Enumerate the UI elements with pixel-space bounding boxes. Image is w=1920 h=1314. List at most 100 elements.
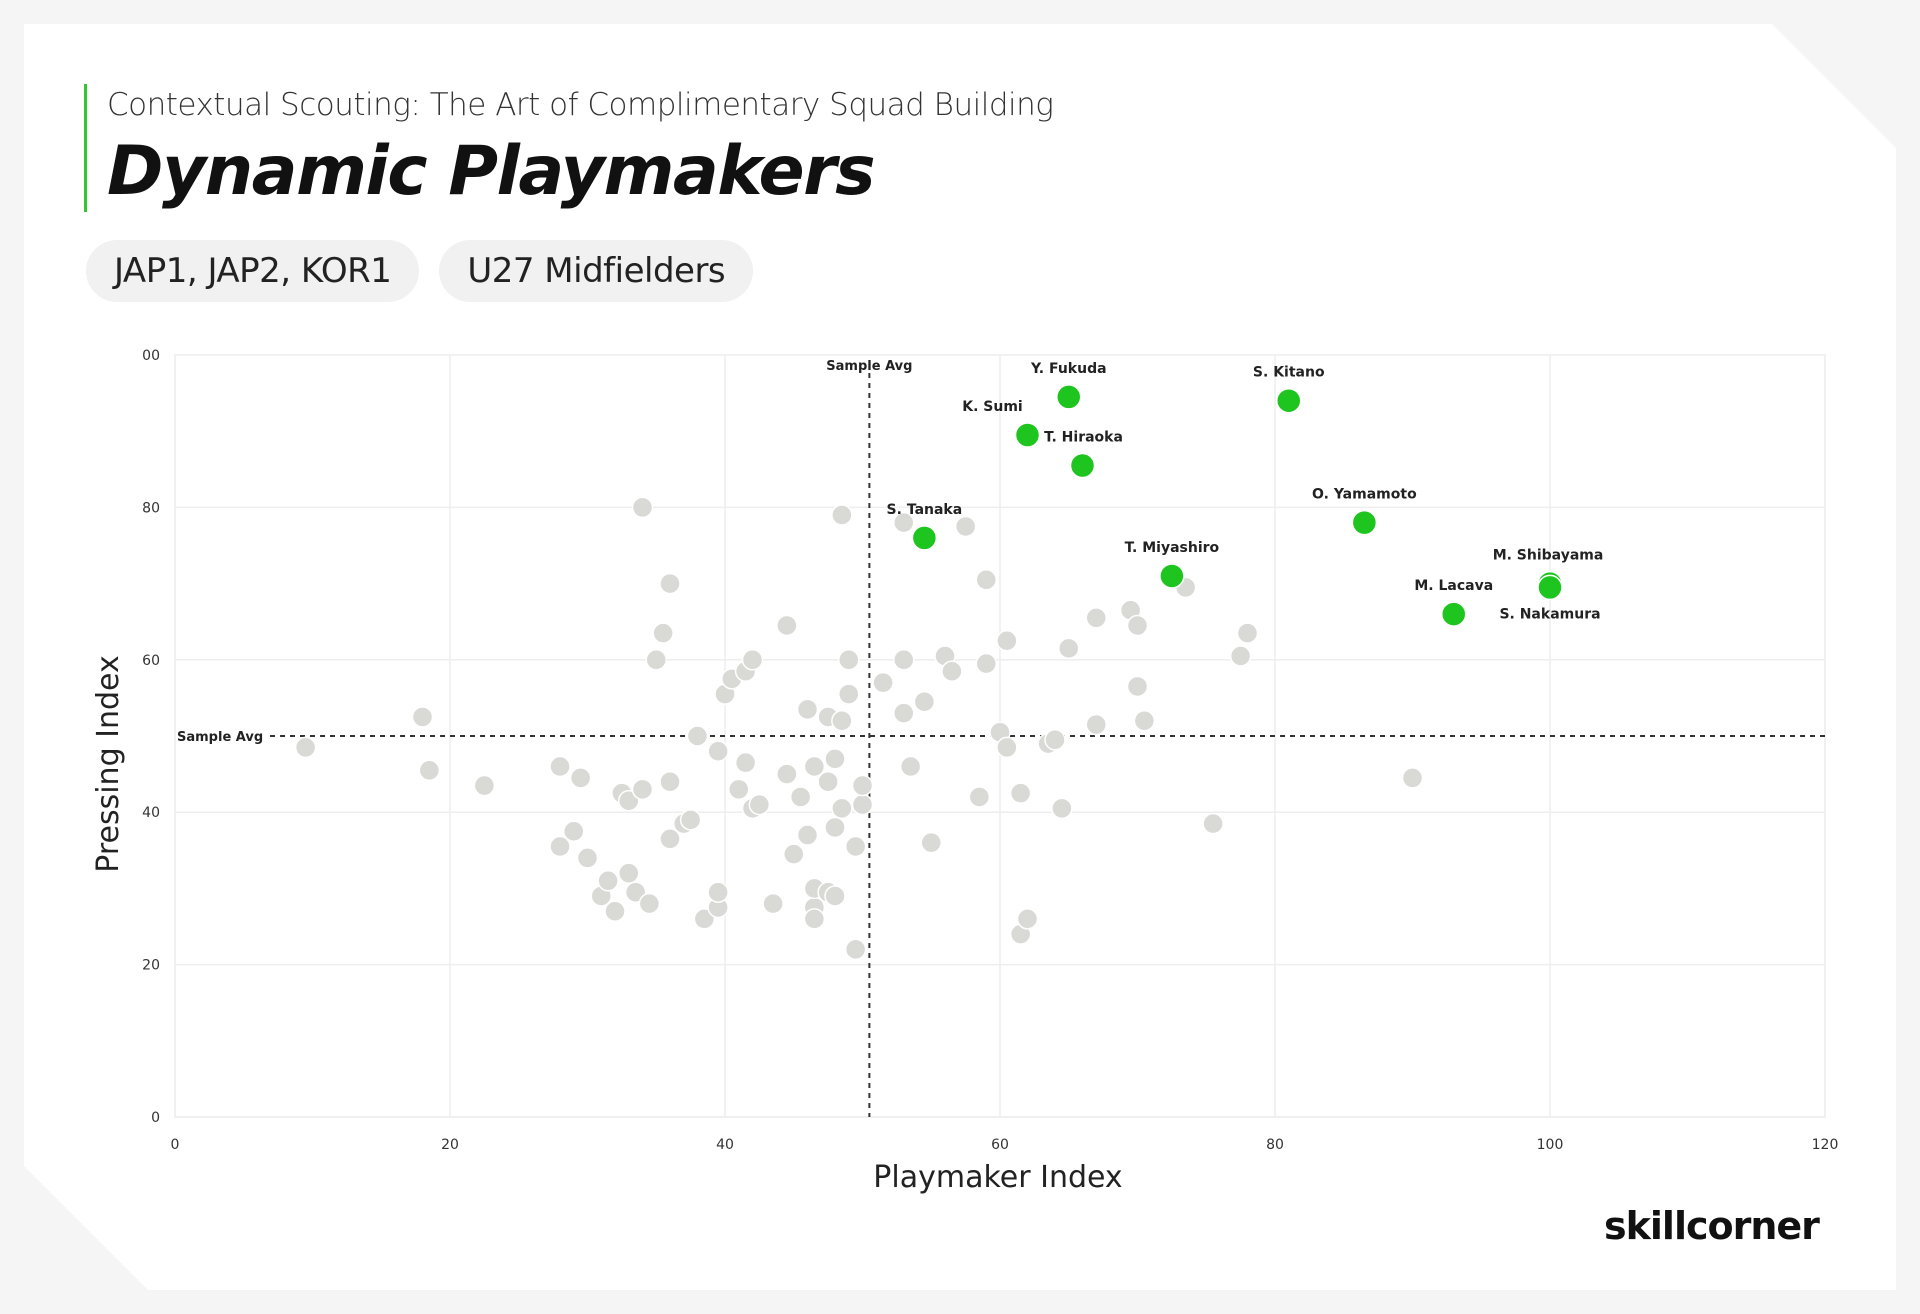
player-point[interactable] <box>1126 614 1149 637</box>
player-point[interactable] <box>776 763 798 785</box>
player-point[interactable] <box>1085 713 1107 736</box>
player-point[interactable] <box>941 660 963 682</box>
player-point[interactable] <box>631 778 654 801</box>
highlighted-player-point[interactable] <box>1537 574 1563 601</box>
highlighted-player-point[interactable] <box>1159 563 1185 589</box>
player-point[interactable] <box>707 740 729 762</box>
player-point[interactable] <box>473 774 496 797</box>
player-point[interactable] <box>659 770 681 793</box>
player-point[interactable] <box>659 828 681 850</box>
player-point[interactable] <box>1126 675 1149 698</box>
player-point[interactable] <box>1058 637 1080 660</box>
player-point[interactable] <box>549 755 571 778</box>
player-point[interactable] <box>1051 797 1073 820</box>
player-point[interactable] <box>707 881 729 903</box>
player-point[interactable] <box>728 778 750 801</box>
player-point[interactable] <box>968 786 991 808</box>
highlighted-points: Y. Fukuda S. Kitano K. Sumi T. Hiraoka O. Ya… <box>887 361 1603 627</box>
highlighted-player-point[interactable] <box>911 525 938 551</box>
player-point[interactable] <box>563 820 585 842</box>
player-point[interactable] <box>624 881 647 903</box>
player-name-label: M. Lacava <box>1414 578 1493 594</box>
player-point[interactable] <box>844 938 867 961</box>
highlighted-player-point[interactable] <box>1276 387 1302 414</box>
player-point[interactable] <box>734 751 757 774</box>
player-point[interactable] <box>817 770 839 793</box>
player-point[interactable] <box>996 736 1018 759</box>
x-average-label: Sample Avg <box>826 359 912 374</box>
player-point[interactable] <box>411 706 434 728</box>
player-point[interactable] <box>838 649 860 671</box>
player-point[interactable] <box>776 614 798 637</box>
chart-ticks: 0 20 40 60 80 100 120 0 20 40 60 80 00 <box>142 348 1838 1153</box>
player-point[interactable] <box>1009 782 1032 804</box>
player-point[interactable] <box>741 649 764 671</box>
player-point[interactable] <box>824 816 846 839</box>
player-point[interactable] <box>831 504 853 526</box>
player-point[interactable] <box>294 736 317 759</box>
player-point[interactable] <box>783 843 805 865</box>
player-point[interactable] <box>604 900 626 923</box>
player-point[interactable] <box>686 725 709 747</box>
player-point[interactable] <box>831 710 853 732</box>
player-point[interactable] <box>824 748 846 770</box>
player-point[interactable] <box>1085 607 1107 629</box>
player-point[interactable] <box>1236 622 1259 644</box>
highlighted-player-point[interactable] <box>1014 422 1041 448</box>
brand-logo: SKILLCORNER <box>1604 1204 1820 1248</box>
player-point[interactable] <box>1133 710 1156 732</box>
player-point[interactable] <box>659 572 681 595</box>
player-point[interactable] <box>803 908 826 930</box>
player-point[interactable] <box>893 702 915 724</box>
player-point[interactable] <box>597 870 619 892</box>
player-point[interactable] <box>975 652 997 675</box>
player-point[interactable] <box>789 786 812 808</box>
player-point[interactable] <box>618 862 640 884</box>
player-point[interactable] <box>851 774 874 797</box>
highlighted-player-point[interactable] <box>1069 452 1096 479</box>
player-point[interactable] <box>652 622 674 644</box>
highlighted-player-point[interactable] <box>1056 384 1082 410</box>
player-point[interactable] <box>1016 908 1039 930</box>
player-point[interactable] <box>838 683 860 705</box>
player-point[interactable] <box>748 793 771 816</box>
player-point[interactable] <box>920 831 942 854</box>
player-point[interactable] <box>576 847 599 869</box>
player-point[interactable] <box>679 809 702 831</box>
player-name-label: O. Yamamoto <box>1312 487 1417 503</box>
player-point[interactable] <box>796 698 819 721</box>
player-point[interactable] <box>893 511 915 534</box>
player-point[interactable] <box>996 630 1018 652</box>
player-point[interactable] <box>831 797 853 820</box>
filter-tag-position[interactable]: U27 Midfielders <box>439 240 754 302</box>
highlighted-player-point[interactable] <box>1351 509 1378 536</box>
player-point[interactable] <box>569 767 592 789</box>
player-point[interactable] <box>899 755 922 778</box>
player-point[interactable] <box>851 793 874 816</box>
player-point[interactable] <box>872 671 894 694</box>
player-point[interactable] <box>638 892 661 915</box>
highlighted-player-point[interactable] <box>1441 601 1467 627</box>
player-point[interactable] <box>913 690 936 713</box>
player-point[interactable] <box>693 908 716 930</box>
player-point[interactable] <box>803 755 826 778</box>
player-point[interactable] <box>1044 729 1066 751</box>
player-point[interactable] <box>824 885 846 907</box>
player-point[interactable] <box>844 835 867 858</box>
player-point[interactable] <box>796 824 819 846</box>
player-name-label: S. Tanaka <box>887 502 963 518</box>
player-point[interactable] <box>1401 767 1424 789</box>
page-subtitle: Contextual Scouting: The Art of Complime… <box>107 87 1054 123</box>
player-point[interactable] <box>975 569 997 591</box>
player-point[interactable] <box>1202 812 1224 835</box>
player-point[interactable] <box>631 496 654 519</box>
player-point[interactable] <box>893 649 915 671</box>
player-point[interactable] <box>418 759 441 782</box>
player-point[interactable] <box>762 892 784 915</box>
player-point[interactable] <box>954 515 977 538</box>
player-point[interactable] <box>618 790 640 812</box>
player-point[interactable] <box>549 835 571 858</box>
player-point[interactable] <box>1229 645 1252 667</box>
filter-tag-leagues[interactable]: JAP1, JAP2, KOR1 <box>86 240 420 302</box>
player-point[interactable] <box>645 649 667 671</box>
